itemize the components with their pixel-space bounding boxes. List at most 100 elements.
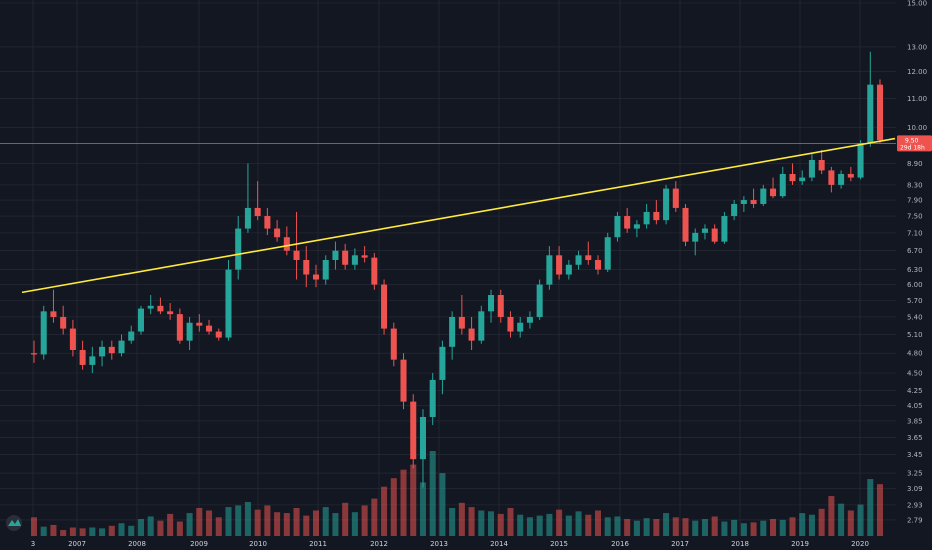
volume-bar (847, 510, 854, 536)
candle-body (468, 328, 475, 341)
candle-body (556, 255, 563, 275)
volume-bar (361, 505, 368, 536)
volume-bar (264, 505, 271, 536)
candle-body (808, 159, 815, 178)
volume-bar (449, 507, 456, 536)
volume-bar (507, 507, 514, 536)
candle-body (342, 250, 349, 265)
volume-bar (69, 527, 76, 536)
candle-body (789, 173, 796, 182)
y-tick-label: 4.25 (907, 387, 923, 395)
volume-bar (672, 517, 679, 536)
trendline[interactable] (21, 137, 896, 294)
candle-body (118, 340, 125, 354)
volume-bar (488, 511, 495, 536)
candle-body (614, 216, 621, 238)
volume-bar (157, 520, 164, 536)
volume-bar (206, 510, 213, 536)
candle-body (740, 200, 747, 204)
x-tick-label: 2016 (611, 540, 629, 548)
candle-body (312, 274, 320, 280)
volume-bar (750, 522, 757, 536)
volume-bar (789, 517, 796, 536)
x-tick-label: 2012 (370, 540, 388, 548)
volume-bar (167, 513, 174, 536)
y-tick-label: 15.00 (907, 0, 927, 8)
candle-body (672, 188, 679, 208)
y-tick-label: 3.09 (907, 485, 923, 493)
volume-bar (312, 510, 320, 536)
x-tick-label: 2019 (791, 540, 809, 548)
candle-body (225, 269, 232, 338)
volume-bar (828, 496, 835, 536)
y-tick-label: 13.00 (907, 43, 927, 51)
volume-bar (274, 512, 281, 536)
price-axis[interactable]: 15.00 13.00 12.00 11.00 10.00 9.50 8.90 8.30 7.9… (907, 0, 927, 524)
candle-body (381, 284, 388, 329)
candle-body (692, 232, 699, 242)
last-price-label: 9.50 (905, 137, 919, 144)
x-tick-label: 2007 (68, 540, 86, 548)
volume-bar (692, 520, 699, 536)
y-tick-label: 7.10 (907, 229, 923, 237)
y-tick-label: 4.80 (907, 350, 923, 358)
y-tick-label: 8.30 (907, 181, 923, 189)
candle-body (847, 173, 854, 178)
volume-bar (624, 519, 631, 536)
candle-body (750, 200, 757, 204)
candle-body (867, 84, 874, 144)
candle-body (99, 346, 106, 357)
candle-body (585, 255, 592, 260)
candle-body (400, 359, 407, 402)
volume-bar (254, 509, 261, 536)
candle-body (731, 203, 738, 217)
y-tick-label: 3.85 (907, 417, 923, 425)
x-tick-label: 2015 (550, 540, 568, 548)
candle-body (390, 328, 397, 360)
last-price-box (897, 135, 932, 152)
volume-bar (371, 498, 378, 536)
candle-body (770, 188, 777, 197)
candle-body (760, 188, 767, 204)
logo-icon[interactable] (6, 515, 22, 531)
candle-body (235, 228, 242, 270)
volume-bar (79, 528, 86, 536)
x-tick-label: 2008 (128, 540, 146, 548)
candle-body (711, 228, 718, 242)
candle-body (701, 228, 708, 233)
volume-bar (400, 469, 407, 536)
candle-body (50, 311, 57, 317)
volume-bar (60, 530, 67, 536)
volume-bar (770, 519, 777, 536)
candle-body (429, 379, 436, 417)
candle-body (594, 259, 602, 270)
volume-bar (682, 518, 689, 536)
volume-bar (196, 507, 203, 536)
candle-body (215, 331, 222, 338)
y-tick-label: 6.70 (907, 247, 923, 255)
candle-body (857, 143, 864, 178)
candle-body (361, 255, 368, 258)
candle-body (264, 216, 271, 229)
x-tick-label: 2018 (731, 540, 749, 548)
volume-bar (351, 512, 358, 536)
volume-bar (244, 502, 251, 536)
candle-body (274, 228, 281, 238)
time-axis[interactable]: 3 2007 2008 2009 2010 2011 2012 2013 2014 2015 201… (31, 540, 869, 548)
volume-bar (594, 510, 602, 536)
volume-bar (517, 514, 524, 536)
candle-body (254, 207, 261, 217)
candles (30, 51, 884, 488)
candle-body (147, 305, 154, 309)
y-tick-label: 10.00 (907, 124, 927, 132)
candle-body (458, 316, 465, 329)
volume-bar (799, 513, 806, 536)
volume-bar (701, 519, 708, 536)
x-tick-label: 2014 (490, 540, 508, 548)
candle-body (653, 211, 660, 221)
y-tick-label: 4.50 (907, 370, 923, 378)
volume-bar (585, 514, 592, 536)
candle-body (604, 237, 611, 270)
volume-bar (838, 503, 845, 536)
